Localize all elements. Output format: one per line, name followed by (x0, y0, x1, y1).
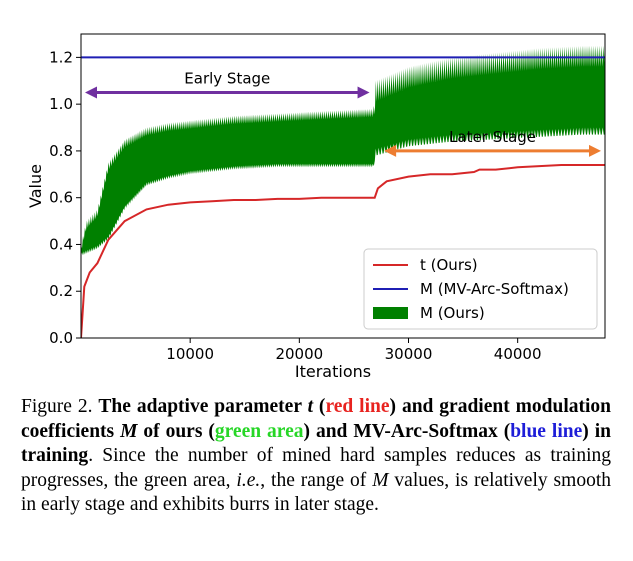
legend-entry: M (Ours) (420, 304, 485, 322)
line-chart: Early Stage Later Stage 10000 20000 30000 400… (26, 33, 606, 381)
legend-entry: M (MV-Arc-Softmax) (420, 280, 569, 298)
legend-entry: t (Ours) (420, 256, 478, 274)
y-tick-label: 0.2 (49, 282, 73, 300)
annotation-arrowhead-left (384, 144, 397, 157)
x-tick-label: 30000 (385, 345, 433, 363)
legend-box (363, 248, 598, 330)
annotation-arrowhead-right (589, 144, 601, 157)
caption-var-t: t (307, 396, 313, 417)
annotation-label: Early Stage (184, 69, 270, 87)
caption-blue-line: blue line (510, 420, 583, 442)
figure-caption: Figure 2. The adaptive parameter t (red … (21, 395, 611, 518)
caption-green-area: green area (214, 420, 304, 442)
y-tick-label: 0.6 (49, 189, 73, 207)
x-tick-label: 10000 (166, 345, 214, 363)
caption-bold-6: ) in training (21, 420, 611, 467)
series-line-0 (81, 164, 605, 338)
y-tick-label: 1.2 (49, 48, 73, 66)
annotation-arrowhead-right (357, 86, 370, 99)
caption-bold-2: ( (313, 396, 326, 417)
caption-prefix: Figure 2. (21, 396, 99, 417)
annotation-1: Later Stage (384, 128, 601, 157)
caption-red-line: red line (325, 396, 390, 417)
plot-frame (80, 33, 606, 339)
legend-swatch (373, 307, 408, 319)
x-axis-label: Iterations (295, 362, 371, 381)
y-tick-label: 0.8 (49, 142, 73, 160)
plot-area (81, 45, 605, 338)
caption-var-M2: M (372, 469, 389, 491)
y-tick-label: 0.4 (49, 235, 73, 253)
annotation-arrowhead-left (85, 86, 97, 99)
y-tick-label: 1.0 (49, 95, 73, 113)
caption-bold-4: of ours ( (137, 420, 215, 442)
legend: t (Ours) M (MV-Arc-Softmax) M (Ours) (363, 248, 598, 330)
y-tick-label: 0.0 (49, 329, 73, 347)
caption-bold-1: The adaptive parameter (98, 396, 308, 417)
annotation-label: Later Stage (449, 128, 536, 146)
series-area-m-ours (81, 45, 605, 257)
x-tick-label: 20000 (275, 345, 323, 363)
caption-plain-2: , the range of (260, 469, 373, 491)
annotation-0: Early Stage (85, 69, 370, 99)
caption-bold-5: ) and MV-Arc-Softmax ( (303, 420, 511, 442)
y-axis-label: Value (26, 164, 45, 208)
x-tick-label: 40000 (494, 345, 542, 363)
caption-var-M: M (120, 420, 138, 442)
caption-plain-3: values, is relatively smooth in early st… (21, 469, 611, 516)
caption-bold-3: ) and gradient modulation coefficients (21, 396, 612, 442)
caption-ie: i.e. (236, 469, 261, 491)
caption-plain-1: . Since the number of mined hard samples… (21, 445, 611, 491)
